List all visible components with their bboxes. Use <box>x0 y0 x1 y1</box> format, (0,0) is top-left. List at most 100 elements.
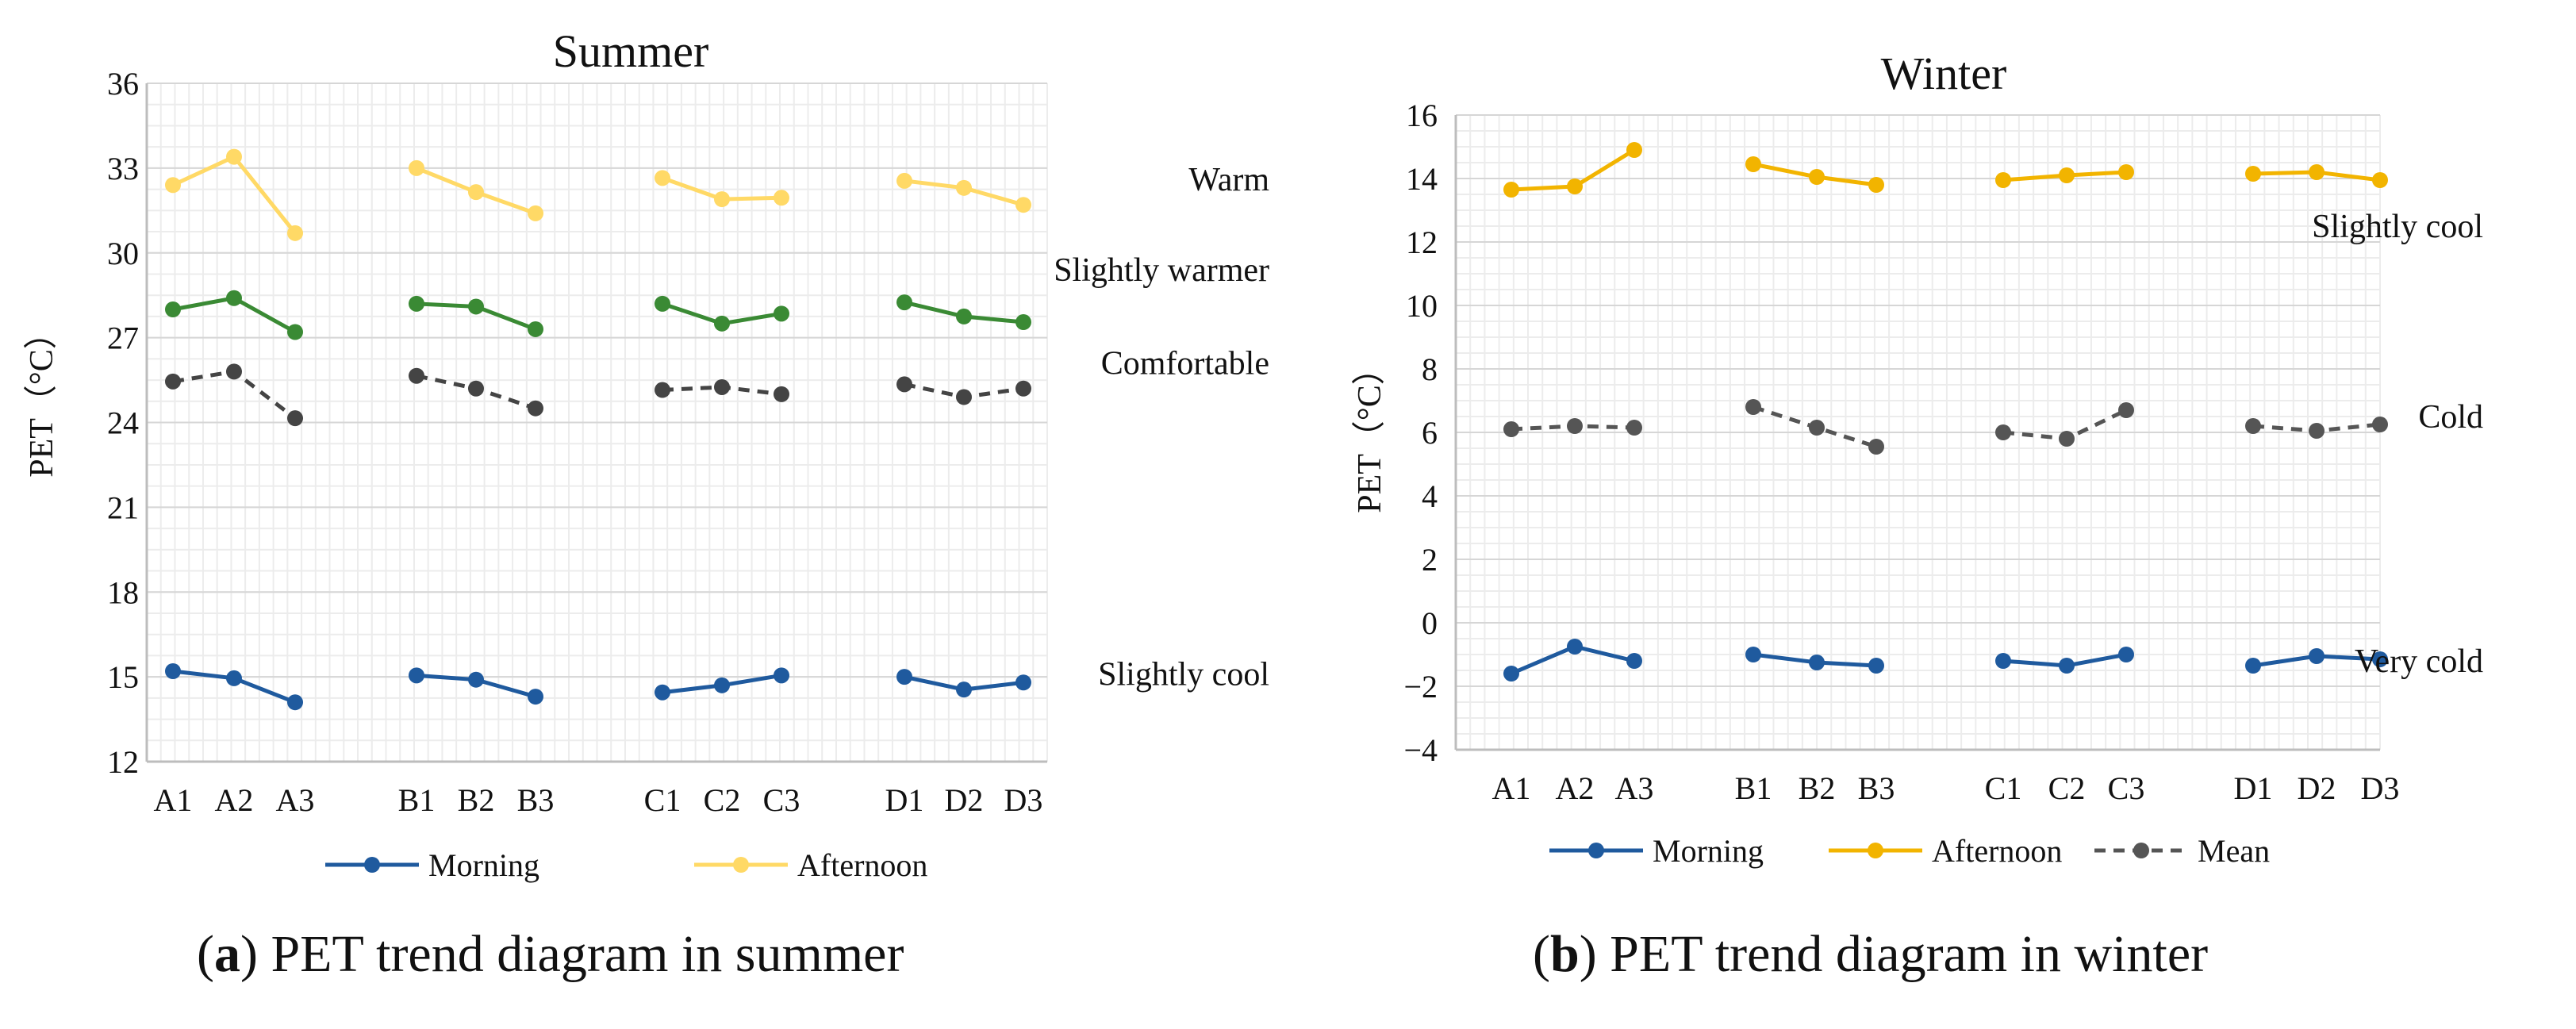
data-point <box>1809 655 1825 670</box>
data-point <box>896 376 912 393</box>
data-point <box>1868 658 1884 674</box>
x-tick-label: A3 <box>276 782 315 818</box>
data-point <box>714 677 730 693</box>
y-tick-label: 14 <box>1406 161 1438 197</box>
x-tick-label: B1 <box>398 782 436 818</box>
data-point <box>2245 166 2261 182</box>
data-point <box>165 177 181 194</box>
data-point <box>655 382 670 398</box>
data-point <box>1995 424 2011 440</box>
data-point <box>226 290 242 306</box>
winter-title: Winter <box>1881 48 2007 99</box>
summer-caption-letter: a <box>213 925 240 983</box>
data-point <box>409 667 424 684</box>
data-point <box>165 301 181 317</box>
y-tick-label: −4 <box>1403 732 1438 768</box>
y-tick-label: 16 <box>1406 98 1438 133</box>
y-tick-label: 8 <box>1422 351 1438 387</box>
data-point <box>1015 380 1031 397</box>
x-tick-label: C3 <box>2108 770 2145 806</box>
x-tick-label: A2 <box>1556 770 1595 806</box>
x-tick-label: D1 <box>2234 770 2273 806</box>
data-point <box>896 294 912 311</box>
data-point <box>409 295 424 312</box>
zone-annotation: Cold <box>2418 399 2483 436</box>
legend-marker <box>364 857 380 873</box>
data-point <box>468 380 484 397</box>
y-tick-label: 21 <box>107 490 139 525</box>
zone-annotation: Comfortable <box>1101 346 1269 382</box>
data-point <box>1809 420 1825 436</box>
data-point <box>1503 666 1519 682</box>
data-point <box>287 225 303 241</box>
data-point <box>956 389 972 405</box>
legend-marker <box>2133 843 2149 858</box>
data-point <box>528 689 543 705</box>
data-point <box>2372 417 2388 432</box>
summer-title: Summer <box>553 25 709 77</box>
y-tick-label: 12 <box>1406 225 1438 260</box>
data-point <box>1745 647 1761 662</box>
data-point <box>1995 653 2011 669</box>
data-point <box>2309 423 2325 439</box>
data-point <box>409 159 424 176</box>
legend-label: Morning <box>1653 833 1764 869</box>
y-tick-label: −2 <box>1403 669 1438 705</box>
y-tick-label: 6 <box>1422 415 1438 451</box>
data-point <box>2372 651 2388 667</box>
x-tick-label: C1 <box>1985 770 2022 806</box>
data-point <box>714 315 730 332</box>
x-tick-label: D1 <box>885 782 924 818</box>
data-point <box>1567 179 1583 194</box>
summer-caption: (a) PET trend diagram in summer <box>197 925 904 983</box>
data-point <box>2059 658 2075 674</box>
x-tick-label: B3 <box>517 782 555 818</box>
data-point <box>468 298 484 315</box>
data-point <box>468 671 484 688</box>
data-point <box>226 363 242 380</box>
data-point <box>655 170 670 186</box>
x-tick-label: A2 <box>215 782 254 818</box>
data-point <box>1809 169 1825 185</box>
data-point <box>896 172 912 189</box>
summer-caption-text: ) PET trend diagram in summer <box>240 925 904 983</box>
winter-caption-text: ) PET trend diagram in winter <box>1579 925 2209 983</box>
legend-label: Mean <box>2198 833 2270 869</box>
y-tick-label: 4 <box>1422 478 1438 514</box>
legend-marker <box>1868 843 1883 858</box>
data-point <box>774 190 789 206</box>
data-point <box>287 410 303 427</box>
data-point <box>1626 142 1642 158</box>
y-tick-label: 15 <box>107 659 139 695</box>
y-tick-label: 27 <box>107 321 139 356</box>
x-tick-label: D2 <box>945 782 984 818</box>
data-point <box>409 367 424 384</box>
x-tick-label: D3 <box>2361 770 2400 806</box>
winter-caption-letter: b <box>1549 925 1580 983</box>
data-point <box>2118 164 2134 180</box>
y-tick-label: 36 <box>107 66 139 102</box>
data-point <box>1868 439 1884 455</box>
data-point <box>714 378 730 395</box>
x-tick-label: C3 <box>763 782 800 818</box>
y-tick-label: 12 <box>107 744 139 780</box>
zone-annotation: Slightly warmer <box>1054 252 1269 289</box>
data-point <box>774 667 789 684</box>
x-tick-label: B2 <box>458 782 495 818</box>
data-point <box>2059 431 2075 447</box>
data-point <box>226 670 242 686</box>
data-point <box>528 321 543 337</box>
legend-label: Afternoon <box>797 847 927 883</box>
data-point <box>528 400 543 417</box>
summer-plot: 12 15 18 21 24 27 30 33 36 A1 A2 A3 B1 B2 B3 C1 C2 C3 D1 D2… <box>107 66 1269 883</box>
data-point <box>956 682 972 698</box>
x-tick-label: D3 <box>1004 782 1043 818</box>
data-point <box>165 663 181 679</box>
x-tick-label: C1 <box>644 782 681 818</box>
y-tick-label: 33 <box>107 151 139 186</box>
y-tick-label: 10 <box>1406 288 1438 324</box>
data-point <box>1015 674 1031 691</box>
y-tick-label: 24 <box>107 405 139 441</box>
legend-label: Morning <box>428 847 539 883</box>
